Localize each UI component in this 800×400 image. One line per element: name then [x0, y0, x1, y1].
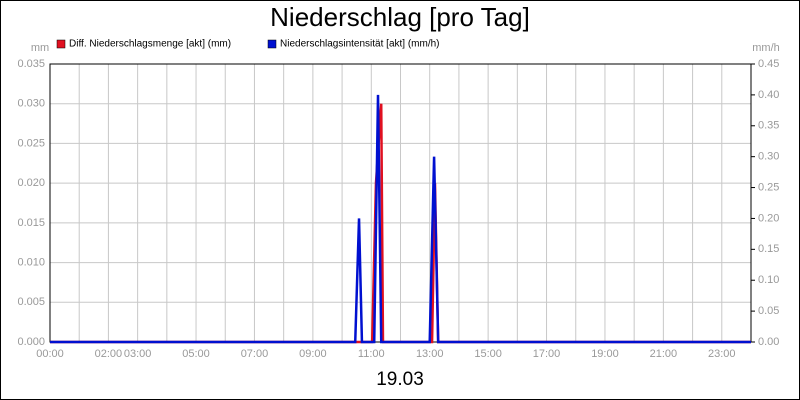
x-tick-label: 02:00: [95, 348, 123, 360]
x-axis-title: 19.03: [376, 369, 424, 390]
series-line: [50, 94, 751, 344]
legend-label: Niederschlagsintensität [akt] (mm/h): [280, 39, 440, 50]
legend-label: Diff. Niederschlagsmenge [akt] (mm): [69, 39, 231, 50]
x-tick-label: 11:00: [358, 348, 385, 360]
x-tick-label: 07:00: [241, 348, 269, 360]
x-tick-label: 15:00: [474, 348, 502, 360]
y2-tick-label: 0.15: [758, 243, 779, 255]
x-tick-label: 21:00: [650, 348, 678, 360]
x-tick-label: 17:00: [533, 348, 561, 360]
y2-tick-label: 0.25: [758, 181, 779, 193]
legend-swatch: [56, 39, 66, 49]
y-tick-label: 0.030: [17, 98, 45, 110]
y-tick-label: 0.025: [17, 137, 45, 149]
y2-tick-label: 0.45: [758, 58, 779, 70]
y-tick-label: 0.035: [17, 58, 45, 70]
x-tick-label: 23:00: [708, 348, 736, 360]
y2-axis-title: mm/h: [752, 42, 780, 54]
y-tick-label: 0.020: [17, 177, 45, 189]
y2-tick-label: 0.00: [758, 336, 779, 348]
y-tick-label: 0.015: [17, 217, 45, 229]
y-axis-title: mm: [31, 42, 49, 54]
y2-tick-label: 0.20: [758, 212, 779, 224]
x-tick-label: 13:00: [416, 348, 444, 360]
legend-swatch: [267, 39, 277, 49]
y2-tick-label: 0.40: [758, 89, 779, 101]
y-tick-label: 0.005: [17, 296, 45, 308]
y2-tick-label: 0.05: [758, 305, 779, 317]
y-tick-label: 0.000: [17, 336, 45, 348]
y2-tick-label: 0.10: [758, 274, 779, 286]
x-tick-label: 19:00: [591, 348, 619, 360]
y2-tick-label: 0.35: [758, 120, 779, 132]
x-tick-label: 03:00: [124, 348, 152, 360]
x-tick-label: 00:00: [36, 348, 64, 360]
y-tick-label: 0.010: [17, 256, 45, 268]
y2-tick-label: 0.30: [758, 151, 779, 163]
x-tick-label: 09:00: [299, 348, 327, 360]
chart-title: Niederschlag [pro Tag]: [270, 2, 530, 32]
x-tick-label: 05:00: [182, 348, 210, 360]
